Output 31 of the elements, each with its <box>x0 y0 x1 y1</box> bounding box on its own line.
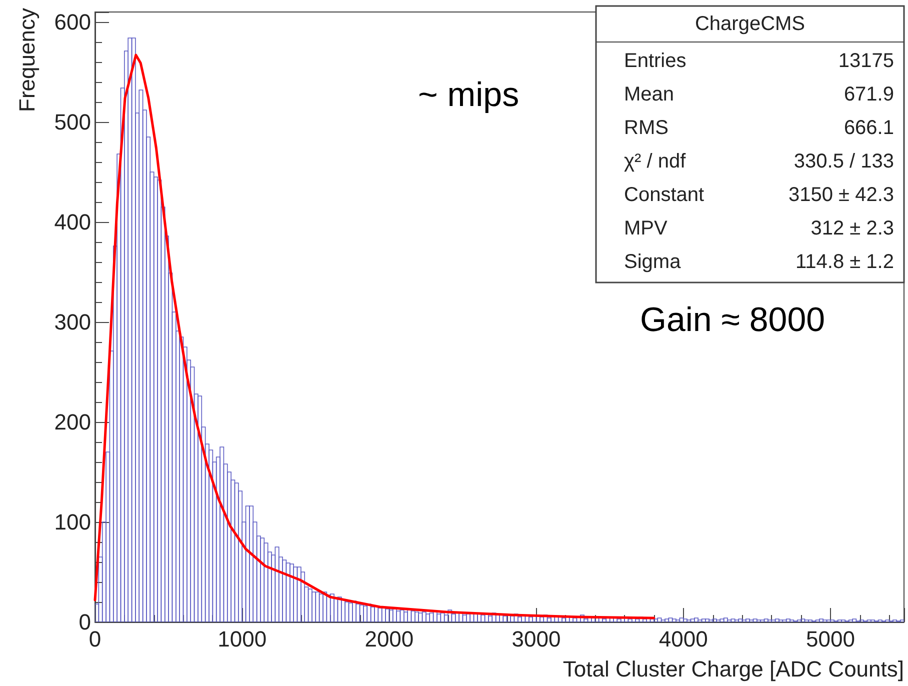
annotation: RMS <box>624 116 668 139</box>
annotation: 3150 ± 42.3 <box>788 184 894 206</box>
x-tick-label: 2000 <box>364 626 414 652</box>
annotation: Sigma <box>624 250 682 273</box>
annotation: 13175 <box>838 50 894 72</box>
y-tick-label: 0 <box>78 610 91 634</box>
annotation: Constant <box>624 184 704 206</box>
annotation: ~ mips <box>418 76 520 114</box>
annotation: χ² / ndf <box>624 150 686 172</box>
x-tick-label: 4000 <box>658 626 708 652</box>
annotation: 671.9 <box>844 83 894 106</box>
annotation: ChargeCMS <box>694 13 806 35</box>
y-axis-title: Frequency <box>14 8 40 112</box>
annotation: Mean <box>624 83 674 106</box>
y-tick-label: 400 <box>54 210 91 234</box>
y-tick-label: 500 <box>54 110 91 134</box>
x-tick-label: 1000 <box>218 626 267 652</box>
y-tick-label: 100 <box>54 510 91 534</box>
annotation: 312 ± 2.3 <box>810 217 894 240</box>
annotation: MPV <box>624 217 668 240</box>
y-tick-label: 600 <box>54 10 91 34</box>
y-tick-label: 200 <box>54 410 91 434</box>
annotation: Gain ≈ 8000 <box>640 301 826 339</box>
y-tick-label: 300 <box>54 310 91 334</box>
annotation: 330.5 / 133 <box>794 150 894 172</box>
x-axis-title: Total Cluster Charge [ADC Counts] <box>562 656 904 682</box>
x-tick-label: 3000 <box>512 626 561 652</box>
annotation: Entries <box>624 50 686 72</box>
annotation: 114.8 ± 1.2 <box>796 250 894 273</box>
x-tick-label: 5000 <box>806 626 855 652</box>
annotation: 666.1 <box>844 116 894 139</box>
